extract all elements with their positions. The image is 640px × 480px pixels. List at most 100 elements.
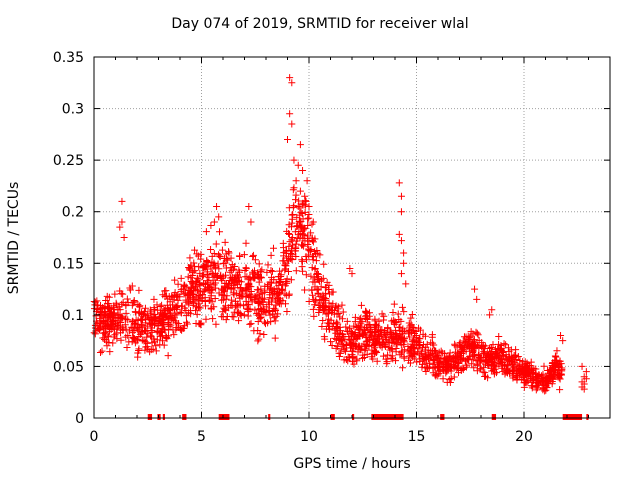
data-point [288,79,296,87]
data-point [153,301,161,309]
data-point [261,287,269,295]
data-point [269,244,277,252]
axis-ticks [93,56,610,419]
data-point [143,343,151,351]
data-point [230,308,238,316]
outage-marker [162,414,165,420]
data-point [223,255,231,263]
data-point [398,303,406,311]
data-point [254,317,262,325]
data-point [390,316,398,324]
data-point [236,268,244,276]
data-point [547,368,555,376]
data-point [177,309,185,317]
data-point [397,208,405,216]
data-point [392,357,400,365]
data-point [488,306,496,314]
data-point [185,264,193,272]
data-point [465,352,473,360]
data-point [308,291,316,299]
data-point [292,196,300,204]
data-point [131,308,139,316]
data-point [388,346,396,354]
data-point [97,305,105,313]
data-point [555,363,563,371]
data-point [237,312,245,320]
data-point [293,213,301,221]
data-point [256,291,264,299]
data-point [297,217,305,225]
data-point [215,265,223,273]
data-point [348,270,356,278]
data-point [235,317,243,325]
data-point [348,329,356,337]
outage-marker [157,414,161,420]
data-point [102,297,110,305]
data-point [215,251,223,259]
data-point [416,341,424,349]
data-point [212,240,220,248]
data-point [242,265,250,273]
data-point [193,310,201,318]
data-point [276,267,284,275]
data-point [174,280,182,288]
data-point [468,360,476,368]
data-point [152,347,160,355]
data-point [135,309,143,317]
data-point [292,191,300,199]
data-point [237,285,245,293]
y-tick-label: 0.35 [53,50,84,66]
data-point [307,272,315,280]
data-point [413,358,421,366]
data-point [268,267,276,275]
data-point [213,273,221,281]
data-point [263,303,271,311]
data-point [130,298,138,306]
data-point [174,291,182,299]
data-point [380,316,388,324]
data-point [106,348,114,356]
data-point [545,367,553,375]
data-point [450,373,458,381]
data-point [211,295,219,303]
data-point [305,203,313,211]
data-point [314,273,322,281]
data-point [495,333,503,341]
data-point [288,219,296,227]
data-point [247,320,255,328]
data-point [100,335,108,343]
data-point [162,333,170,341]
data-point [222,316,230,324]
data-point [372,320,380,328]
data-point [346,336,354,344]
data-point [292,267,300,275]
data-point [388,352,396,360]
data-point [447,374,455,382]
data-point [227,301,235,309]
data-point [580,385,588,393]
data-point [167,312,175,320]
data-point [109,339,117,347]
data-point [292,244,300,252]
outage-marker [586,414,589,420]
data-point [275,281,283,289]
data-point [141,346,149,354]
data-point [180,281,188,289]
data-point [156,302,164,310]
data-point [270,314,278,322]
data-point [298,210,306,218]
data-point [441,350,449,358]
data-point [397,237,405,245]
data-point [290,184,298,192]
data-point [372,348,380,356]
data-point [104,308,112,316]
data-point [319,316,327,324]
data-point [350,322,358,330]
data-point [126,284,134,292]
data-point [139,311,147,319]
data-point [255,260,263,268]
data-point [286,74,294,82]
data-point [520,366,528,374]
data-point [186,295,194,303]
data-point [539,385,547,393]
